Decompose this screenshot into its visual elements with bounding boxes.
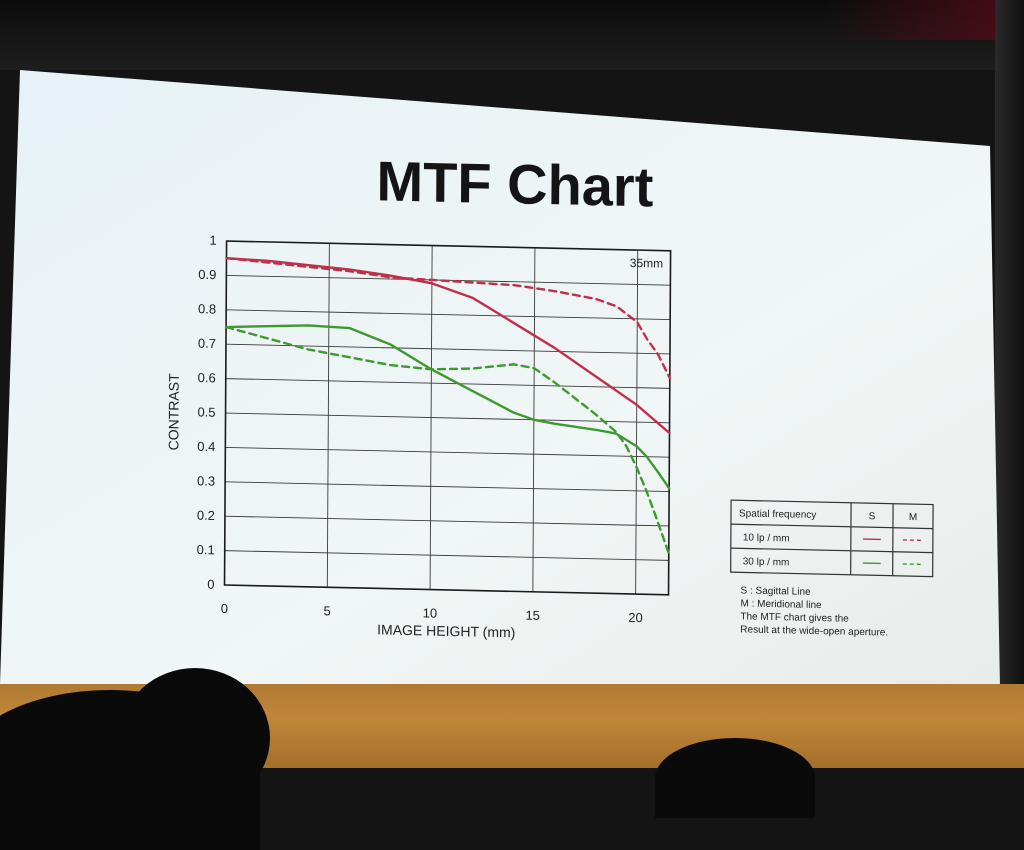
y-tick-label: 0.3	[197, 473, 215, 488]
legend-header-m: M	[909, 512, 917, 523]
legend-row-10lp: 10 lp / mm	[743, 532, 790, 544]
audience-silhouette	[120, 668, 270, 808]
x-axis-label: IMAGE HEIGHT (mm)	[377, 621, 515, 640]
x-tick-label: 10	[423, 605, 438, 620]
y-axis-label: CONTRAST	[165, 373, 181, 451]
legend-header-frequency: Spatial frequency	[739, 508, 816, 521]
lens-label: 35mm	[630, 256, 663, 271]
y-tick-label: 0.5	[197, 404, 215, 419]
y-tick-label: 0.2	[197, 508, 215, 523]
y-tick-label: 0.7	[198, 336, 216, 351]
x-tick-label: 5	[323, 603, 330, 618]
x-tick-label: 20	[628, 610, 643, 625]
note-sagittal: S : Sagittal Line	[741, 585, 812, 598]
y-tick-label: 1	[209, 233, 216, 248]
y-tick-label: 0	[207, 577, 214, 592]
y-tick-label: 0.4	[197, 439, 215, 454]
y-tick-label: 0.1	[197, 542, 215, 557]
x-tick-label: 15	[525, 608, 540, 623]
y-tick-label: 0.6	[198, 370, 216, 385]
slide-title: MTF Chart	[376, 149, 653, 218]
legend-row-30lp: 30 lp / mm	[743, 556, 790, 568]
y-tick-label: 0.9	[198, 267, 216, 282]
note-meridional: M : Meridional line	[740, 598, 822, 611]
x-tick-label: 0	[221, 601, 228, 616]
audience-silhouette	[655, 738, 815, 818]
projection-screen: MTF Chart 00.10.20.30.40.50.60.70.80.91 …	[0, 0, 1024, 768]
y-tick-label: 0.8	[198, 301, 216, 316]
legend-header-s: S	[869, 511, 876, 522]
